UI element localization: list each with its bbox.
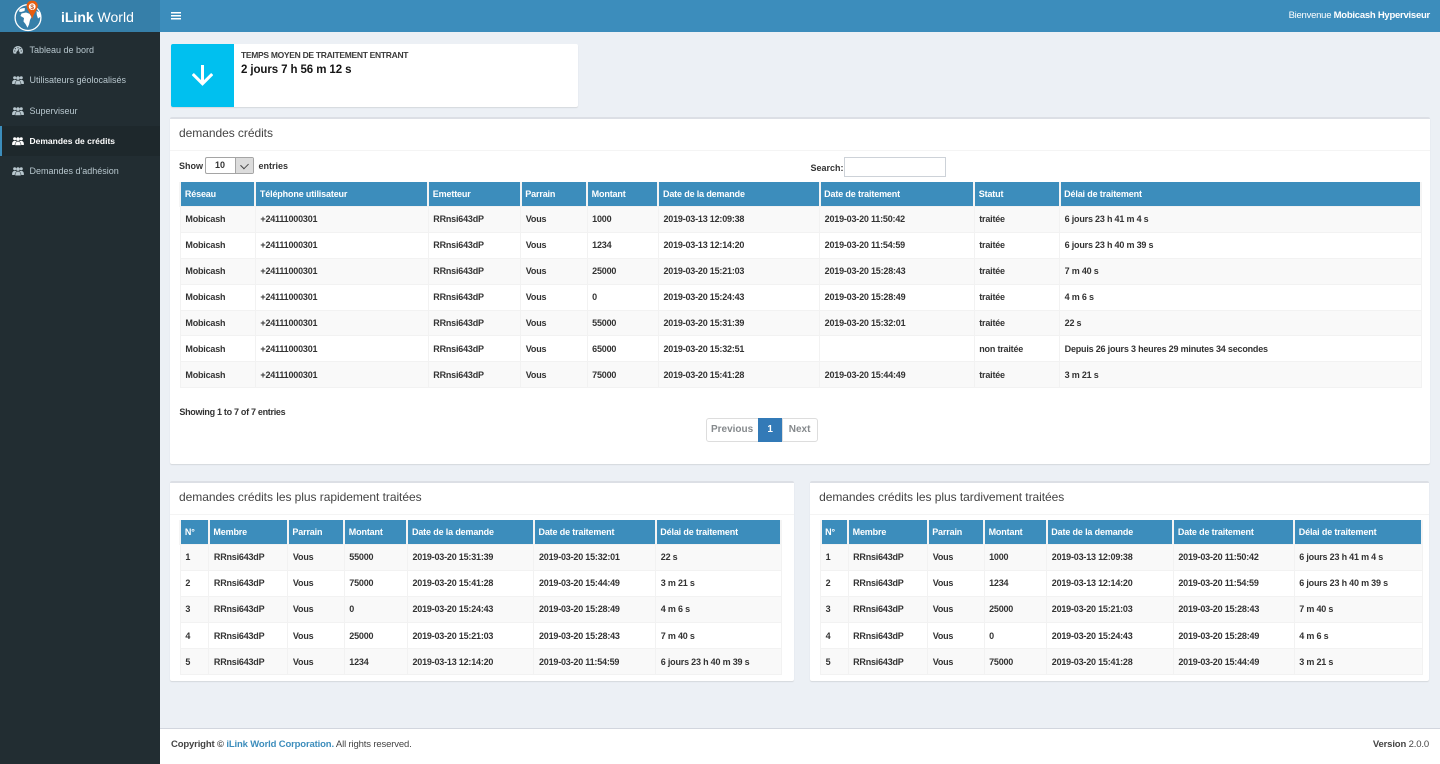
svg-text:$: $ [30,4,34,11]
